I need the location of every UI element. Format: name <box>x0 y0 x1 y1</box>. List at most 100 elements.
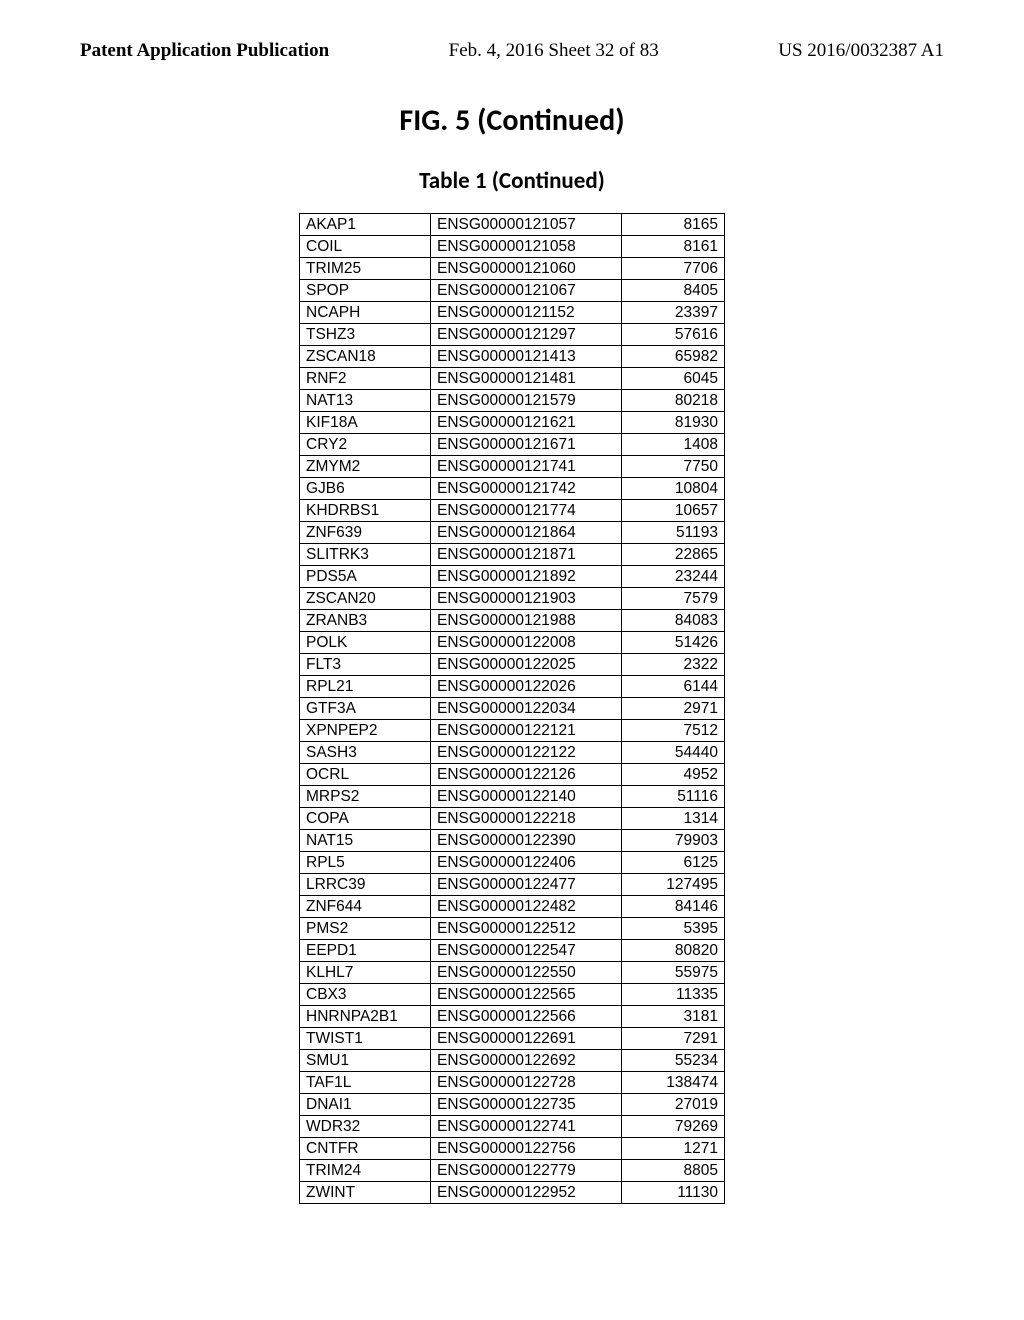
table-cell: ZRANB3 <box>300 610 431 632</box>
table-cell: ENSG00000122512 <box>431 918 622 940</box>
table-cell: ZNF644 <box>300 896 431 918</box>
table-cell: ENSG00000121774 <box>431 500 622 522</box>
table-cell: 1314 <box>622 808 725 830</box>
table-cell: PDS5A <box>300 566 431 588</box>
table-cell: ENSG00000121742 <box>431 478 622 500</box>
table-cell: ENSG00000122390 <box>431 830 622 852</box>
table-cell: CRY2 <box>300 434 431 456</box>
table-cell: NCAPH <box>300 302 431 324</box>
table-row: WDR32ENSG0000012274179269 <box>300 1116 725 1138</box>
table-row: ZMYM2ENSG000001217417750 <box>300 456 725 478</box>
table-row: MRPS2ENSG0000012214051116 <box>300 786 725 808</box>
table-cell: ENSG00000122126 <box>431 764 622 786</box>
table-cell: DNAI1 <box>300 1094 431 1116</box>
table-cell: XPNPEP2 <box>300 720 431 742</box>
table-cell: 23397 <box>622 302 725 324</box>
table-cell: 7750 <box>622 456 725 478</box>
table-cell: 22865 <box>622 544 725 566</box>
table-cell: 79903 <box>622 830 725 852</box>
table-cell: ENSG00000121152 <box>431 302 622 324</box>
page: Patent Application Publication Feb. 4, 2… <box>0 0 1024 1320</box>
table-row: LRRC39ENSG00000122477127495 <box>300 874 725 896</box>
table-cell: ENSG00000122735 <box>431 1094 622 1116</box>
table-cell: 51116 <box>622 786 725 808</box>
table-row: NCAPHENSG0000012115223397 <box>300 302 725 324</box>
table-cell: ENSG00000122550 <box>431 962 622 984</box>
table-cell: SASH3 <box>300 742 431 764</box>
table-cell: ENSG00000122692 <box>431 1050 622 1072</box>
table-cell: ZWINT <box>300 1182 431 1204</box>
table-row: KLHL7ENSG0000012255055975 <box>300 962 725 984</box>
table-row: COILENSG000001210588161 <box>300 236 725 258</box>
table-cell: 55234 <box>622 1050 725 1072</box>
table-cell: TWIST1 <box>300 1028 431 1050</box>
table-cell: 54440 <box>622 742 725 764</box>
table-cell: ENSG00000121892 <box>431 566 622 588</box>
table-cell: KLHL7 <box>300 962 431 984</box>
table-cell: ENSG00000121671 <box>431 434 622 456</box>
table-cell: ENSG00000122140 <box>431 786 622 808</box>
table-cell: ENSG00000122741 <box>431 1116 622 1138</box>
table-row: AKAP1ENSG000001210578165 <box>300 214 725 236</box>
table-cell: ENSG00000121864 <box>431 522 622 544</box>
table-cell: ENSG00000122034 <box>431 698 622 720</box>
table-cell: ENSG00000121871 <box>431 544 622 566</box>
table-cell: 57616 <box>622 324 725 346</box>
table-cell: NAT15 <box>300 830 431 852</box>
table-cell: EEPD1 <box>300 940 431 962</box>
table-row: TWIST1ENSG000001226917291 <box>300 1028 725 1050</box>
table-cell: 6045 <box>622 368 725 390</box>
table-row: DNAI1ENSG0000012273527019 <box>300 1094 725 1116</box>
table-cell: TRIM25 <box>300 258 431 280</box>
table-cell: ENSG00000122122 <box>431 742 622 764</box>
table-title: Table 1 (Continued) <box>80 167 944 195</box>
table-cell: ENSG00000122218 <box>431 808 622 830</box>
table-cell: 11335 <box>622 984 725 1006</box>
table-row: NAT13ENSG0000012157980218 <box>300 390 725 412</box>
table-cell: ENSG00000122026 <box>431 676 622 698</box>
table-cell: ENSG00000122025 <box>431 654 622 676</box>
table-cell: ENSG00000122756 <box>431 1138 622 1160</box>
table-cell: 4952 <box>622 764 725 786</box>
table-cell: TAF1L <box>300 1072 431 1094</box>
table-cell: NAT13 <box>300 390 431 412</box>
table-row: CBX3ENSG0000012256511335 <box>300 984 725 1006</box>
gene-table: AKAP1ENSG000001210578165COILENSG00000121… <box>299 213 725 1204</box>
table-row: SMU1ENSG0000012269255234 <box>300 1050 725 1072</box>
table-cell: 6125 <box>622 852 725 874</box>
table-row: KIF18AENSG0000012162181930 <box>300 412 725 434</box>
table-row: FLT3ENSG000001220252322 <box>300 654 725 676</box>
table-row: GJB6ENSG0000012174210804 <box>300 478 725 500</box>
table-row: TRIM25ENSG000001210607706 <box>300 258 725 280</box>
table-cell: ENSG00000122952 <box>431 1182 622 1204</box>
table-cell: ENSG00000121067 <box>431 280 622 302</box>
table-row: EEPD1ENSG0000012254780820 <box>300 940 725 962</box>
table-row: PMS2ENSG000001225125395 <box>300 918 725 940</box>
table-cell: 127495 <box>622 874 725 896</box>
table-row: SLITRK3ENSG0000012187122865 <box>300 544 725 566</box>
table-cell: 84083 <box>622 610 725 632</box>
figure-title: FIG. 5 (Continued) <box>80 102 944 139</box>
table-cell: 51426 <box>622 632 725 654</box>
table-cell: 138474 <box>622 1072 725 1094</box>
table-cell: WDR32 <box>300 1116 431 1138</box>
table-cell: 55975 <box>622 962 725 984</box>
table-cell: 79269 <box>622 1116 725 1138</box>
table-cell: 1408 <box>622 434 725 456</box>
table-row: GTF3AENSG000001220342971 <box>300 698 725 720</box>
table-row: SASH3ENSG0000012212254440 <box>300 742 725 764</box>
table-row: POLKENSG0000012200851426 <box>300 632 725 654</box>
table-cell: 8165 <box>622 214 725 236</box>
table-cell: KIF18A <box>300 412 431 434</box>
table-cell: POLK <box>300 632 431 654</box>
table-row: SPOPENSG000001210678405 <box>300 280 725 302</box>
table-cell: OCRL <box>300 764 431 786</box>
table-cell: ENSG00000121988 <box>431 610 622 632</box>
table-cell: 23244 <box>622 566 725 588</box>
table-cell: ENSG00000122547 <box>431 940 622 962</box>
table-cell: 51193 <box>622 522 725 544</box>
table-cell: SMU1 <box>300 1050 431 1072</box>
gene-table-body: AKAP1ENSG000001210578165COILENSG00000121… <box>300 214 725 1204</box>
table-cell: TSHZ3 <box>300 324 431 346</box>
table-row: ZSCAN20ENSG000001219037579 <box>300 588 725 610</box>
